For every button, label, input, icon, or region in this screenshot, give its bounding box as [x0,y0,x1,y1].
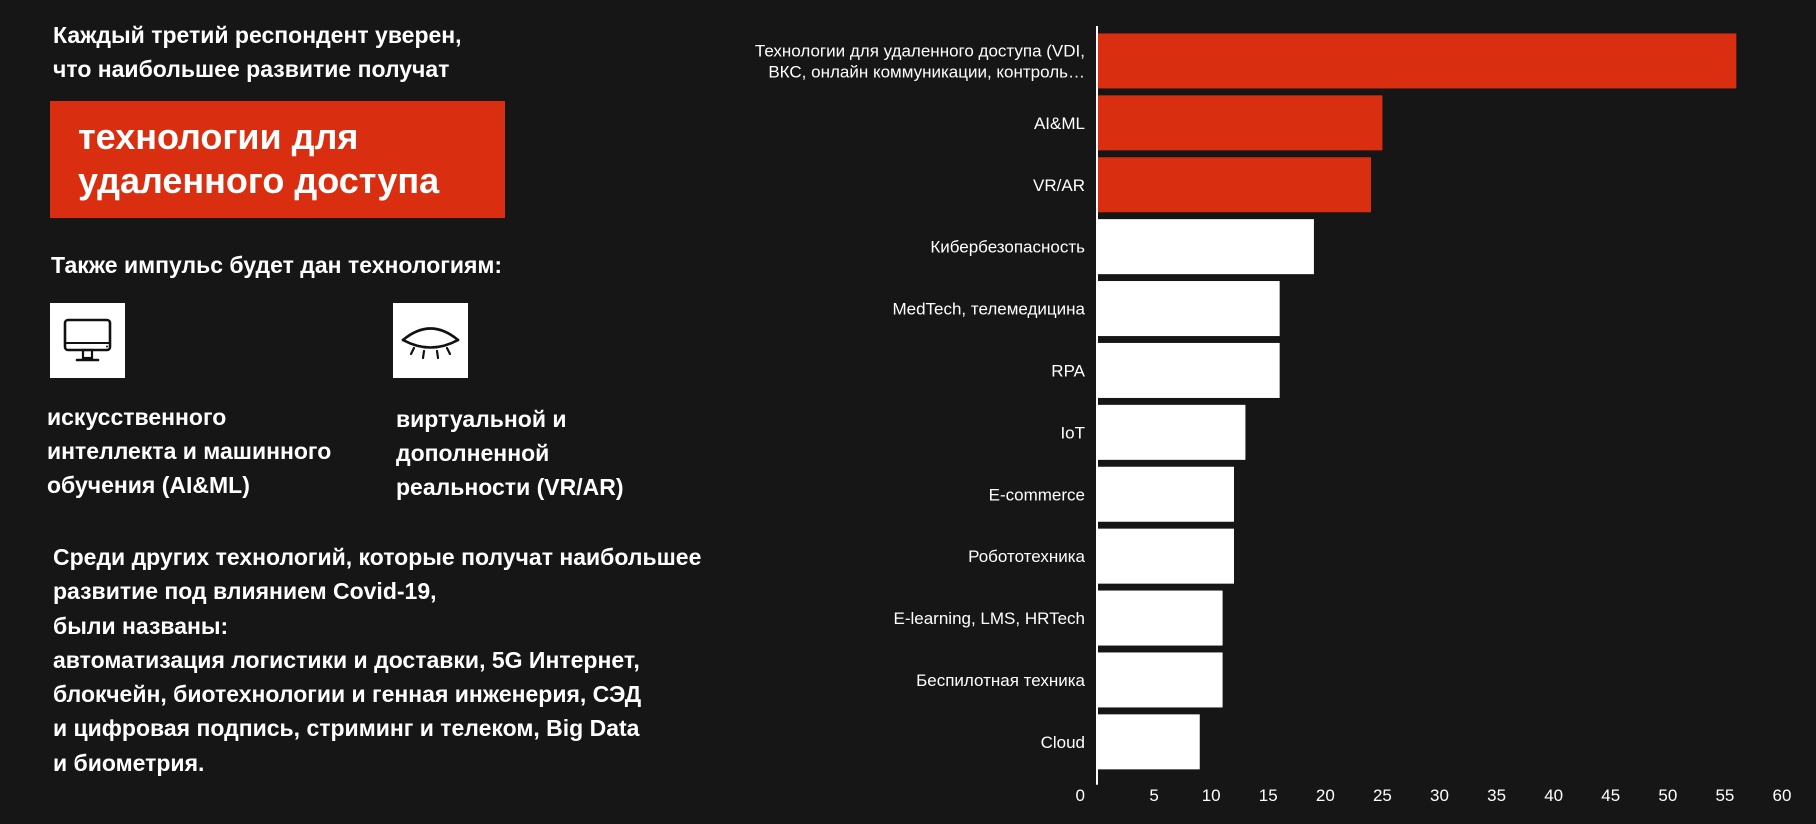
category-label: Робототехника [968,547,1085,566]
headline-line: Каждый третий респондент уверен, [53,22,462,48]
caption-line: интеллекта и машинного [47,438,332,464]
category-label: RPA [1051,361,1085,380]
other-line: и биометрия. [53,749,205,776]
x-tick-label: 20 [1316,786,1335,805]
caption-line: дополненной [396,440,550,466]
headline-line: что наибольшее развитие получат [53,56,450,82]
caption-line: обучения (AI&ML) [47,472,250,498]
category-label: Cloud [1041,733,1085,752]
x-tick-label: 30 [1430,786,1449,805]
x-tick-label: 10 [1202,786,1221,805]
category-label: Технологии для удаленного доступа (VDI, [755,41,1085,60]
eye-icon [401,327,460,360]
chart-bar [1097,404,1246,460]
other-line: автоматизация логистики и доставки, 5G И… [53,646,640,673]
other-line: блокчейн, биотехнологии и генная инженер… [53,681,642,708]
chart-bar [1097,219,1314,275]
x-tick-label: 45 [1601,786,1620,805]
chart-bar [1097,342,1280,398]
category-label: MedTech, телемедицина [892,300,1085,319]
x-tick-label: 40 [1544,786,1563,805]
ai-ml-caption: искусственного интеллекта и машинного об… [47,400,367,502]
highlight-box: технологии для удаленного доступа [50,101,505,218]
chart-bar [1097,714,1200,770]
x-tick-label: 25 [1373,786,1392,805]
eye-icon-tile [393,303,468,378]
chart-bar [1097,95,1383,151]
vr-ar-caption: виртуальной и дополненной реальности (VR… [396,402,716,504]
category-label: VR/AR [1033,176,1085,195]
other-line: были названы: [53,612,229,639]
chart-bar [1097,33,1737,89]
category-label: IoT [1060,423,1085,442]
caption-line: виртуальной и [396,406,567,432]
chart-bar [1097,157,1371,213]
other-technologies-text: Среди других технологий, которые получат… [53,540,733,780]
highlight-line: удаленного доступа [78,160,440,201]
headline: Каждый третий респондент уверен, что наи… [53,18,613,86]
caption-line: искусственного [47,404,227,430]
x-tick-label: 35 [1487,786,1506,805]
x-tick-label: 55 [1715,786,1734,805]
chart-bar [1097,652,1223,708]
x-tick-label: 15 [1259,786,1278,805]
category-label: AI&ML [1034,114,1085,133]
chart-bar [1097,590,1223,646]
monitor-icon [63,318,112,362]
other-line: Среди других технологий, которые получат… [53,544,702,570]
category-label: E-commerce [989,485,1085,504]
category-label: ВКС, онлайн коммуникации, контроль… [768,62,1085,81]
also-heading: Также импульс будет дан технологиям: [51,252,503,278]
other-line: развитие под влиянием Covid-19, [53,578,437,605]
x-tick-label: 50 [1658,786,1677,805]
x-tick-label: 0 [1076,786,1085,805]
bar-chart: Технологии для удаленного доступа (VDI, В… [755,26,1792,805]
monitor-icon-tile [50,303,125,378]
caption-line: реальности (VR/AR) [396,474,624,500]
chart-bar [1097,528,1234,584]
x-tick-label: 60 [1773,786,1792,805]
chart-bar [1097,466,1234,522]
chart-bar [1097,281,1280,337]
category-label: Беспилотная техника [916,671,1085,690]
category-label: E-learning, LMS, HRTech [894,609,1086,628]
category-label: Кибербезопасность [930,238,1085,257]
highlight-line: технологии для [78,116,359,157]
other-line: и цифровая подпись, стриминг и телеком, … [53,715,640,742]
x-tick-label: 5 [1149,786,1158,805]
